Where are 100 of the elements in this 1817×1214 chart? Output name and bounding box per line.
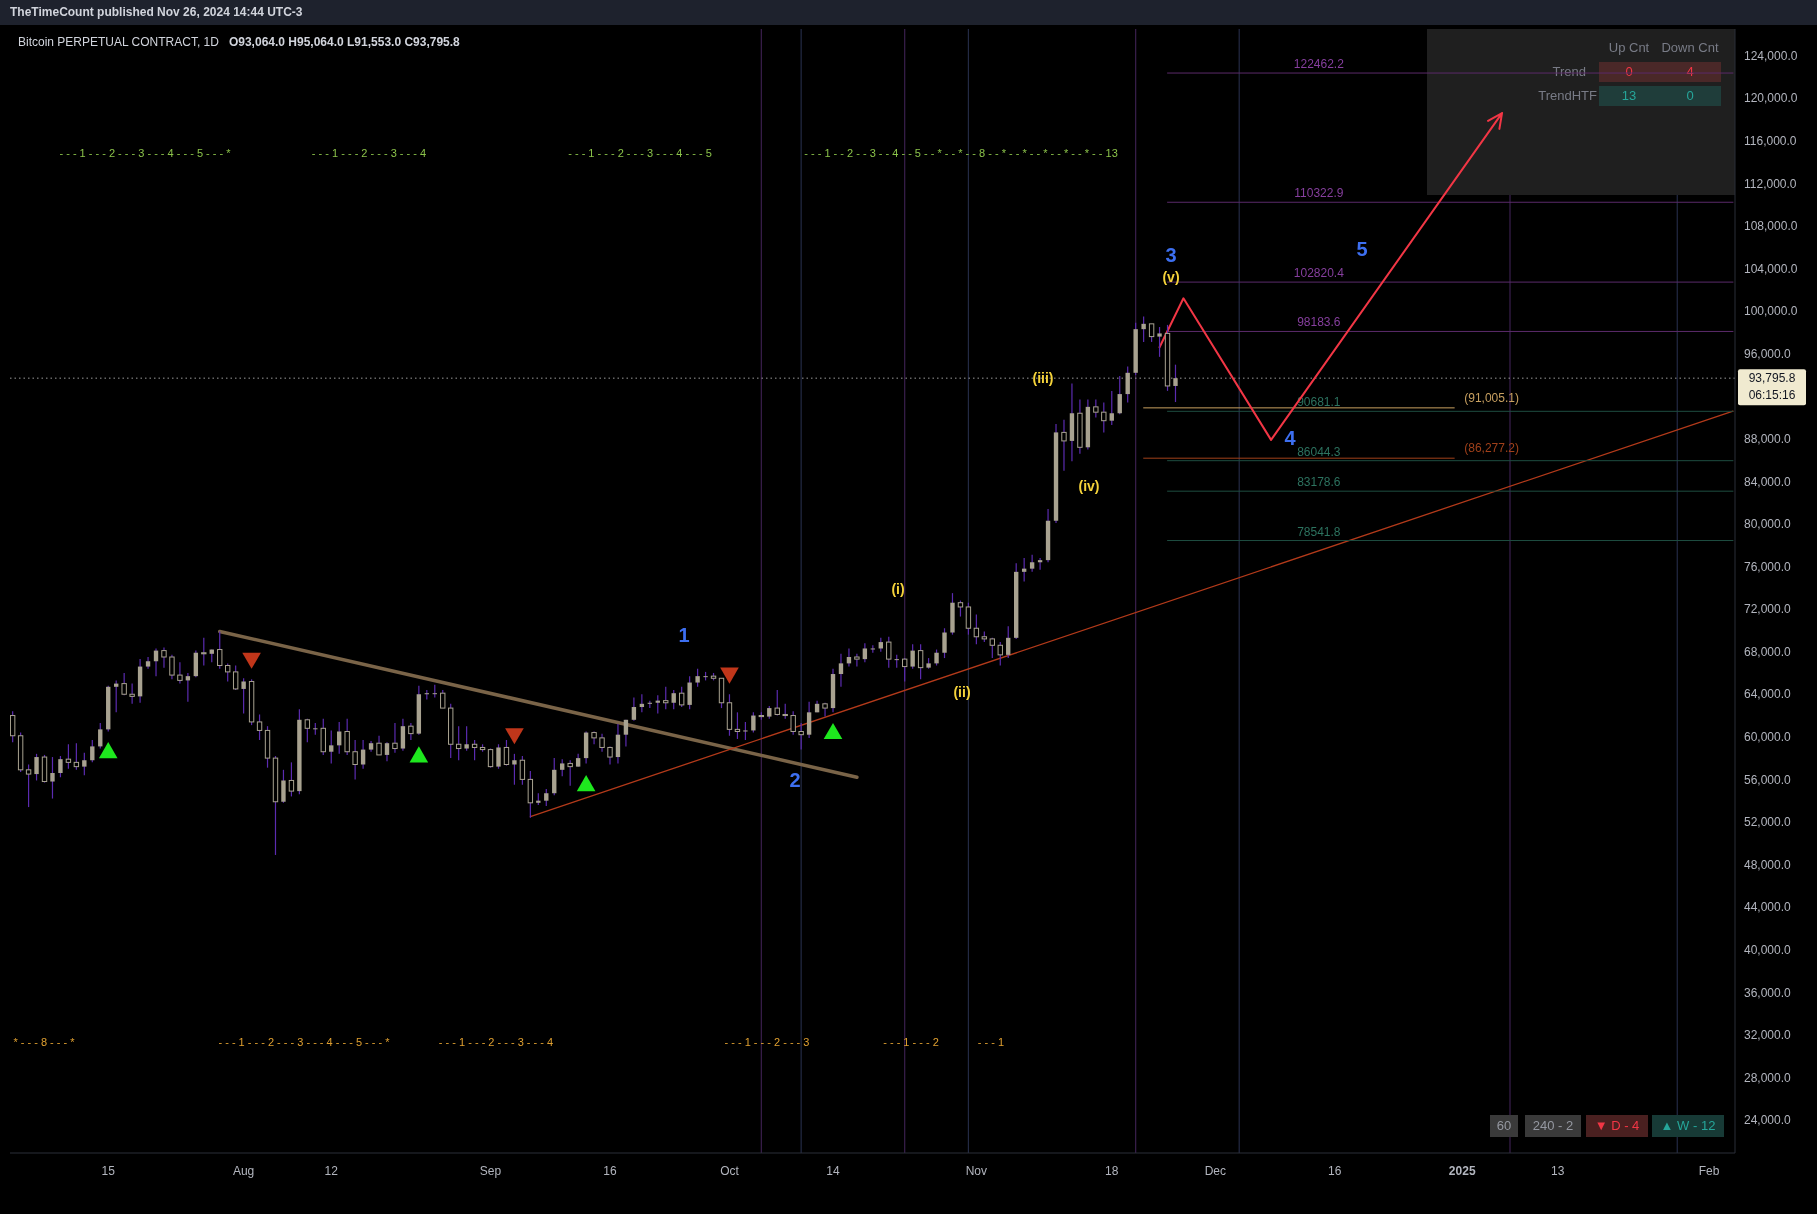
candlestick — [98, 722, 103, 750]
candlestick — [256, 713, 263, 741]
candlestick — [344, 718, 350, 756]
candlestick — [217, 630, 223, 670]
annotation: 13 — [1621, 88, 1637, 103]
candlestick — [400, 718, 406, 752]
y-tick-label: 36,000.0 — [1744, 985, 1792, 1000]
annotation: 4 — [1686, 64, 1694, 79]
candlestick — [1117, 375, 1122, 415]
ref-line-label: 93,795.8 — [1748, 371, 1796, 386]
x-tick-label: Nov — [965, 1164, 988, 1178]
candlestick — [1141, 315, 1146, 343]
annotation: ▼ D - 4 — [1594, 1118, 1640, 1133]
candlestick — [1093, 398, 1099, 419]
y-tick-label: 24,000.0 — [1744, 1113, 1792, 1128]
candlestick — [10, 710, 16, 743]
candlestick — [615, 723, 621, 765]
candlestick — [376, 735, 382, 756]
candlestick — [503, 739, 510, 767]
y-tick-label: 80,000.0 — [1744, 517, 1792, 532]
candlestick — [352, 739, 358, 780]
candlestick — [1061, 419, 1067, 472]
candlestick — [408, 722, 414, 741]
series-label: 86044.3 — [1297, 444, 1341, 459]
series-label: 90681.1 — [1297, 395, 1341, 410]
series-label: 110322.9 — [1294, 186, 1344, 201]
candlestick — [1148, 323, 1155, 343]
candlestick — [1157, 326, 1162, 358]
y-tick-label: 56,000.0 — [1744, 772, 1792, 787]
annotation: 60 — [1496, 1118, 1512, 1133]
candlestick — [1029, 554, 1035, 573]
candlestick — [225, 662, 231, 683]
text: Bitcoin PERPETUAL CONTRACT, 1D — [18, 35, 220, 49]
candlestick — [886, 636, 892, 669]
y-tick-label: 44,000.0 — [1744, 900, 1792, 915]
candlestick — [678, 686, 685, 708]
candlestick — [1125, 365, 1130, 404]
candlestick — [671, 689, 676, 710]
annotation: 1 — [678, 624, 690, 647]
y-tick-label: 60,000.0 — [1744, 730, 1792, 745]
candlestick — [695, 668, 700, 688]
candlestick — [973, 613, 980, 645]
candlestick — [232, 664, 239, 691]
candlestick — [631, 696, 637, 722]
candlestick — [687, 675, 692, 710]
series-label: 83178.6 — [1297, 475, 1341, 490]
candlestick — [910, 643, 915, 670]
x-tick-label: Aug — [232, 1164, 255, 1178]
candlestick — [751, 711, 756, 734]
annotation: (v) — [1162, 268, 1180, 285]
y-tick-label: 116,000.0 — [1744, 134, 1797, 148]
y-tick-label: 96,000.0 — [1744, 346, 1792, 361]
candlestick — [798, 722, 804, 751]
annotation: 240 - 2 — [1532, 1118, 1574, 1133]
candlestick — [201, 637, 207, 667]
candlestick — [161, 646, 167, 669]
candlestick — [734, 711, 741, 740]
annotation: 2 — [789, 769, 801, 792]
text: 06:15:16 — [1748, 388, 1796, 403]
candlestick — [822, 702, 828, 718]
candlestick — [790, 710, 796, 736]
y-tick-label: 100,000.0 — [1744, 304, 1798, 319]
annotation: TrendHTF — [1538, 88, 1598, 103]
x-tick-label: Sep — [479, 1164, 502, 1178]
x-tick-label: 16 — [1328, 1164, 1342, 1178]
series-label: 98183.6 — [1297, 315, 1341, 330]
annotation: Up Cnt — [1608, 40, 1650, 55]
y-tick-label: 112,000.0 — [1744, 176, 1797, 191]
candlestick — [90, 739, 95, 763]
annotation: (iii) — [1032, 369, 1054, 386]
candlestick — [743, 721, 748, 741]
candlestick — [917, 643, 924, 680]
annotation: 0 — [1686, 88, 1694, 103]
series-label: (91,005.1) — [1464, 390, 1519, 405]
candlestick — [567, 759, 573, 787]
series-label: 78541.8 — [1297, 524, 1341, 539]
y-tick-label: 76,000.0 — [1744, 559, 1792, 574]
annotation: - - - 1 - - - 2 - - - 3 - - - 4 — [438, 1035, 554, 1048]
candlestick — [1173, 364, 1178, 403]
x-tick-label: 13 — [1551, 1164, 1565, 1178]
candlestick — [288, 761, 295, 798]
candlestick — [838, 653, 844, 688]
annotation: (iv) — [1078, 477, 1100, 494]
annotation: Down Cnt — [1661, 40, 1719, 55]
candlestick — [1109, 390, 1114, 426]
series-label: 102820.4 — [1293, 266, 1345, 281]
annotation: 5 — [1356, 238, 1368, 261]
candlestick — [774, 689, 780, 717]
candlestick — [392, 722, 398, 754]
x-tick-label: 12 — [324, 1164, 339, 1178]
annotation: - - - 1 - - - 2 - - - 3 - - - 4 - - - 5 - - - * — [59, 146, 232, 159]
annotation: - - - 1 - - - 2 - - - 3 - - - 4 — [311, 146, 427, 159]
annotation: - - - 1 - - - 2 - - - 3 - - - 4 - - - 5 - - - * — [218, 1035, 391, 1048]
y-tick-label: 40,000.0 — [1744, 942, 1792, 957]
annotation: * - - - 8 - - - * — [13, 1035, 76, 1048]
annotation: Trend — [1552, 64, 1586, 79]
annotation: - - - 1 — [977, 1035, 1005, 1048]
annotation: (i) — [891, 580, 905, 597]
annotation: - - - 1 - - 2 - - 3 - - 4 - - 5 - - * - - * - - 8 - - * - - * - - * - - * - - * - - 13 — [804, 146, 1118, 159]
annotation: - - - 1 - - - 2 - - - 3 - - - 4 - - - 5 — [568, 146, 712, 159]
